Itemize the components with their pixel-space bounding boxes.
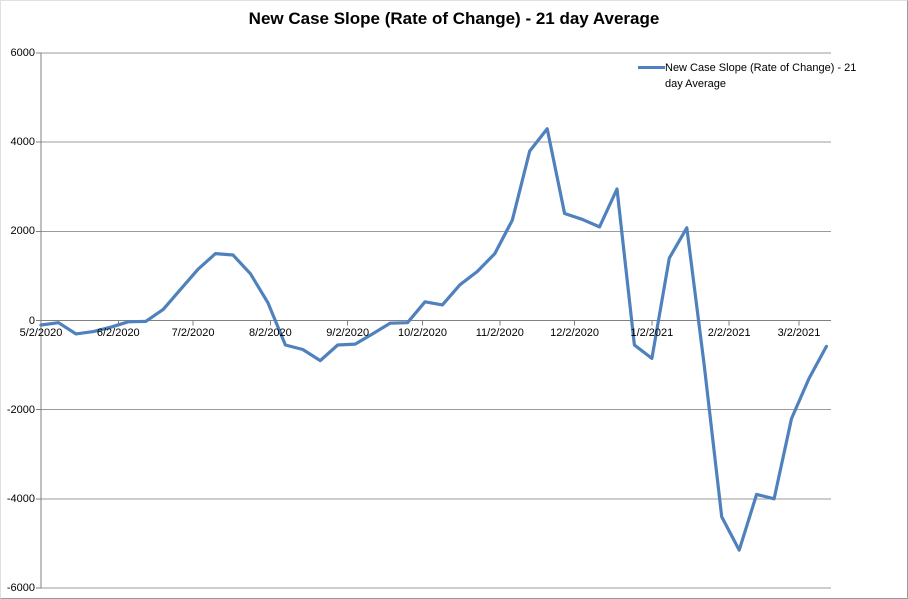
x-axis-tick-label: 2/2/2021 xyxy=(707,326,751,339)
legend-label: New Case Slope (Rate of Change) - 21 day… xyxy=(665,62,857,90)
chart-title: New Case Slope (Rate of Change) - 21 day… xyxy=(248,9,660,28)
x-axis-tick-label: 3/2/2021 xyxy=(777,326,821,339)
y-axis-tick-label: -4000 xyxy=(6,492,35,505)
y-axis-tick-label: 0 xyxy=(28,314,35,327)
x-axis-tick-label: 1/2/2021 xyxy=(630,326,674,339)
y-axis-tick-label: -2000 xyxy=(6,403,35,416)
y-axis-tick-label: 6000 xyxy=(10,46,35,59)
x-axis-tick-label: 9/2/2020 xyxy=(326,326,370,339)
legend: New Case Slope (Rate of Change) - 21 day… xyxy=(638,60,863,92)
x-axis-tick-label: 7/2/2020 xyxy=(171,326,215,339)
x-axis-tick-label: 10/2/2020 xyxy=(398,326,447,339)
x-axis-tick-label: 8/2/2020 xyxy=(248,326,292,339)
x-axis-tick-label: 6/2/2020 xyxy=(96,326,140,339)
x-axis-tick-label: 12/2/2020 xyxy=(550,326,600,339)
y-axis-tick-label: 2000 xyxy=(10,225,35,238)
legend-line-marker xyxy=(638,66,665,69)
y-axis-tick-label: -6000 xyxy=(6,582,35,594)
x-axis-tick-label: 5/2/2020 xyxy=(19,326,63,339)
x-axis-tick-label: 11/2/2020 xyxy=(475,326,524,339)
series-line xyxy=(39,127,829,552)
y-axis-tick-label: 4000 xyxy=(10,136,35,149)
